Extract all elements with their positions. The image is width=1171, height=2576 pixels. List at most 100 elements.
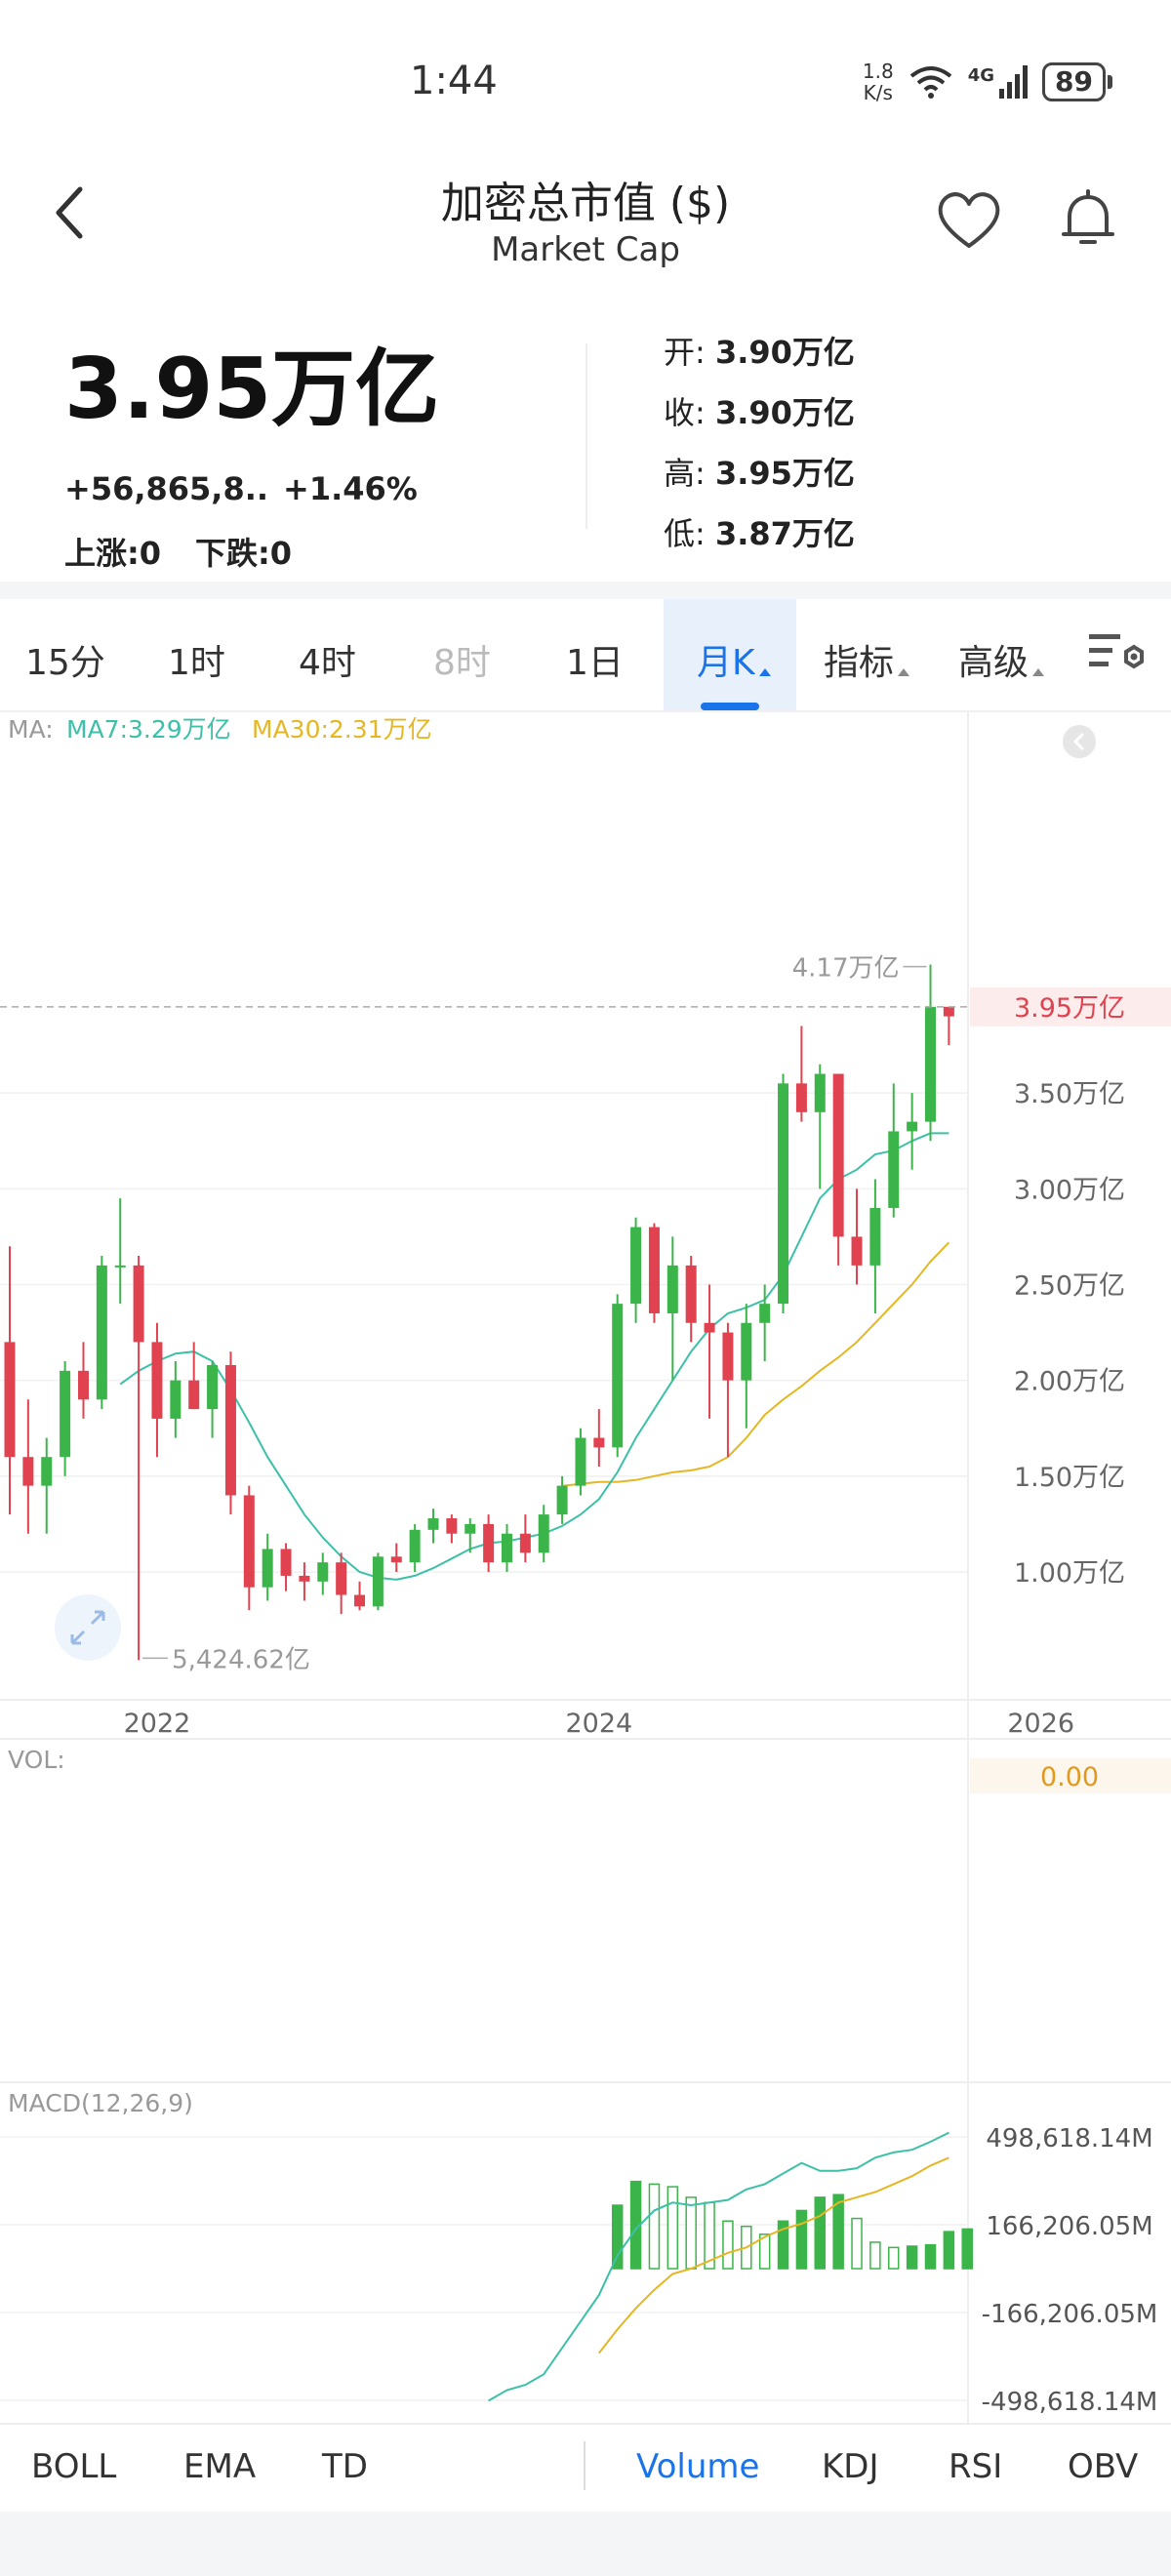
- scroll-to-latest-chevron: [1072, 732, 1085, 751]
- candle-body: [372, 1556, 384, 1607]
- candle: [593, 1409, 605, 1468]
- change-absolute: +56,865,8..: [64, 470, 269, 507]
- macd-bar: [666, 2186, 679, 2270]
- candle: [170, 1361, 182, 1438]
- indicator-obv[interactable]: OBV: [1068, 2447, 1139, 2486]
- tab-advanced[interactable]: 高级: [958, 634, 1045, 685]
- indicator-divider: [584, 2441, 586, 2490]
- candle: [114, 1198, 126, 1305]
- candle: [630, 1217, 642, 1323]
- candle-body: [114, 1265, 126, 1268]
- open-row: 开: 3.90万亿: [664, 328, 855, 373]
- candle: [648, 1223, 660, 1323]
- y-tick-label: 3.00万亿: [1014, 1175, 1125, 1205]
- page-subtitle: Market Cap: [491, 230, 680, 269]
- network-speed: 1.8 K/s: [863, 60, 894, 103]
- candle: [409, 1523, 421, 1572]
- candle-body: [888, 1131, 900, 1208]
- candle: [741, 1304, 752, 1429]
- macd-bar: [869, 2241, 881, 2270]
- candle-body: [795, 1083, 807, 1112]
- candle-body: [666, 1265, 678, 1313]
- candle-body: [299, 1575, 310, 1582]
- change-percent: +1.46%: [283, 470, 418, 507]
- tab-1h[interactable]: 1时: [168, 643, 225, 683]
- candle: [243, 1485, 255, 1611]
- candle-body: [778, 1083, 789, 1305]
- candle-body: [390, 1556, 402, 1563]
- candle-body: [630, 1227, 642, 1305]
- macd-bar: [611, 2204, 624, 2270]
- cellular-signal: 4G: [968, 65, 1029, 99]
- macd-bar: [758, 2234, 771, 2270]
- tab-1d[interactable]: 1日: [566, 643, 624, 683]
- tab-8h[interactable]: 8时: [433, 643, 491, 683]
- candle: [299, 1562, 310, 1601]
- back-arrow-icon[interactable]: [49, 183, 88, 242]
- indicator-rsi[interactable]: RSI: [949, 2447, 1003, 2486]
- indicator-ema[interactable]: EMA: [183, 2447, 257, 2486]
- indicator-boll[interactable]: BOLL: [31, 2447, 117, 2486]
- open-value: 3.90万亿: [714, 334, 855, 371]
- candle-body: [77, 1370, 89, 1400]
- candle: [851, 1188, 863, 1285]
- candle: [759, 1284, 771, 1362]
- candle: [832, 1073, 844, 1266]
- tab-4h[interactable]: 4时: [299, 643, 356, 683]
- ma30-line: [561, 1241, 950, 1487]
- candle: [556, 1475, 568, 1524]
- current-price-label: 3.95万亿: [1014, 993, 1125, 1024]
- candle: [575, 1428, 586, 1496]
- macd-dea-line: [598, 2156, 949, 2355]
- alert-bell-icon[interactable]: [1054, 185, 1122, 254]
- chart-settings-icon[interactable]: [1087, 628, 1144, 683]
- candle: [188, 1342, 200, 1410]
- low-row: 低: 3.87万亿: [664, 509, 855, 554]
- candle-body: [501, 1533, 512, 1563]
- candles: [4, 964, 954, 1661]
- y-tick-label: 1.50万亿: [1014, 1463, 1125, 1493]
- indicator-volume[interactable]: Volume: [636, 2447, 760, 2486]
- candle: [907, 1093, 918, 1170]
- indicator-td[interactable]: TD: [322, 2447, 368, 2486]
- macd-bar: [961, 2228, 973, 2270]
- tab-15m[interactable]: 15分: [25, 643, 105, 683]
- macd-bar: [851, 2217, 863, 2270]
- candle: [262, 1533, 273, 1601]
- candle: [207, 1361, 219, 1438]
- candle-body: [188, 1380, 200, 1410]
- status-time: 1:44: [410, 59, 498, 103]
- tab-monthly[interactable]: 月K: [697, 634, 771, 685]
- candle: [151, 1322, 163, 1458]
- down-count: 下跌:0: [195, 535, 293, 572]
- scroll-to-latest-icon: [1063, 725, 1096, 758]
- expand-icon-bg: [55, 1594, 121, 1661]
- indicator-kdj[interactable]: KDJ: [822, 2447, 879, 2486]
- candle-body: [133, 1265, 144, 1343]
- candle: [869, 1179, 881, 1313]
- favorite-heart-icon[interactable]: [935, 187, 1003, 256]
- candle: [77, 1342, 89, 1419]
- candle-body: [685, 1265, 697, 1323]
- macd-bar: [648, 2183, 661, 2270]
- candle-body: [262, 1549, 273, 1588]
- tab-indicators[interactable]: 指标: [824, 634, 910, 685]
- macd-bar: [685, 2196, 697, 2270]
- ma30-label: MA30:2.31万亿: [252, 715, 432, 744]
- dropdown-triangle-icon: [898, 668, 910, 676]
- candle: [336, 1552, 347, 1615]
- candle-body: [4, 1342, 16, 1458]
- candle: [814, 1064, 826, 1189]
- candle: [427, 1509, 439, 1544]
- open-label: 开:: [664, 334, 706, 371]
- chart-labels: 3.50万亿 3.00万亿 2.50万亿 2.00万亿 1.50万亿 1.00万亿 2022…: [0, 725, 1171, 2417]
- chart-area[interactable]: 3.50万亿 3.00万亿 2.50万亿 2.00万亿 1.50万亿 1.00万亿 2022…: [0, 712, 1171, 2430]
- candle: [519, 1514, 531, 1563]
- candle-body: [907, 1121, 918, 1132]
- speed-unit: K/s: [863, 81, 893, 104]
- candle: [538, 1505, 549, 1563]
- close-label: 收:: [664, 394, 706, 431]
- candle: [133, 1256, 144, 1661]
- candle-body: [207, 1364, 219, 1410]
- status-icons: 1.8 K/s 4G 89: [863, 60, 1112, 103]
